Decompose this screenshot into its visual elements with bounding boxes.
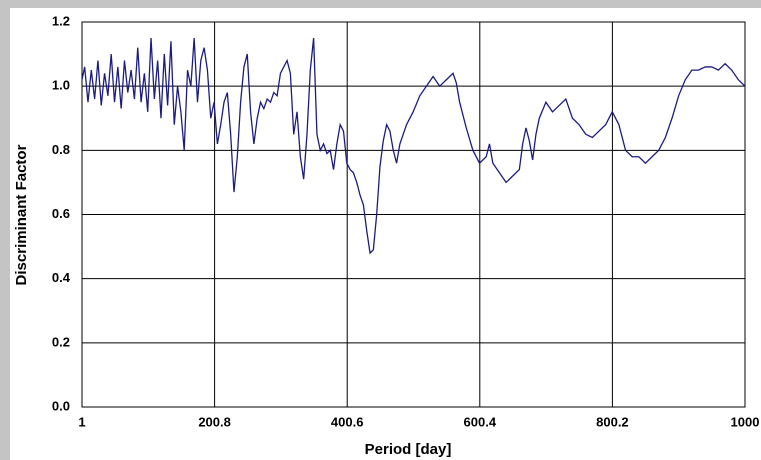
y-tick-label: 1.2	[52, 13, 70, 28]
x-tick-label: 200.8	[198, 414, 231, 429]
y-tick-label: 0.2	[52, 334, 70, 349]
y-tick-label: 0.4	[52, 270, 71, 285]
y-tick-label: 1.0	[52, 78, 70, 93]
y-tick-label: 0.0	[52, 398, 70, 413]
x-tick-label: 1	[78, 414, 85, 429]
data-line	[81, 37, 746, 255]
x-tick-label: 1000	[731, 414, 760, 429]
x-tick-label: 800.2	[596, 414, 629, 429]
x-tick-label: 600.4	[464, 414, 497, 429]
y-tick-label: 0.8	[52, 142, 70, 157]
plot-border	[81, 21, 746, 408]
y-tick-label: 0.6	[52, 206, 70, 221]
x-tick-label: 400.6	[331, 414, 364, 429]
x-axis-title: Period [day]	[365, 441, 452, 458]
y-axis-title: Discriminant Factor	[13, 144, 30, 285]
chart-panel	[10, 8, 761, 460]
